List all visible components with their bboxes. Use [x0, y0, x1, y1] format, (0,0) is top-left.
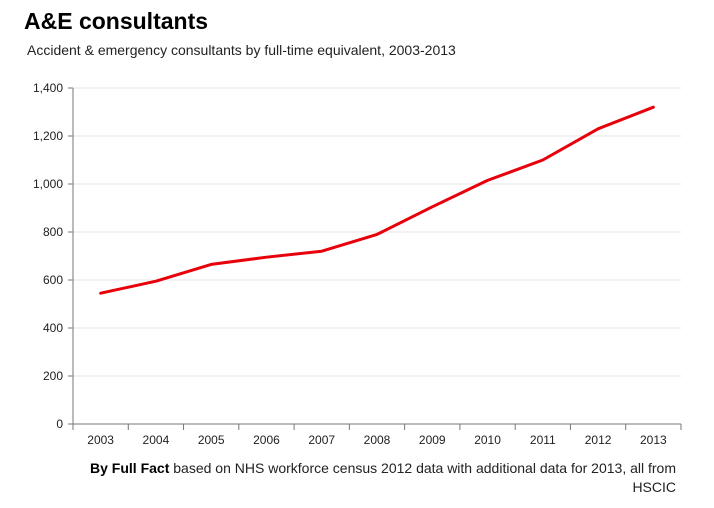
y-tick-label: 0 — [56, 417, 63, 431]
series-layer — [99, 105, 655, 295]
y-tick-label: 400 — [43, 321, 63, 335]
y-axis-ticks: 0 200 400 600 800 1,000 1,200 1,400 — [33, 81, 74, 431]
x-axis-ticks: 2003 2004 2005 2006 2007 2008 2009 2010 2011 2012… — [72, 423, 682, 447]
source-text: based on NHS workforce census 2012 data … — [169, 460, 676, 495]
x-tick-label: 2011 — [530, 433, 556, 447]
x-tick-label: 2005 — [198, 433, 225, 447]
x-tick-label: 2010 — [474, 433, 501, 447]
source-author: By Full Fact — [90, 460, 170, 476]
x-tick-label: 2003 — [87, 433, 114, 447]
y-tick-label: 200 — [43, 369, 63, 383]
x-tick-label: 2004 — [143, 433, 170, 447]
chart-subtitle: Accident & emergency consultants by full… — [27, 42, 456, 58]
series-line — [99, 105, 655, 295]
gridlines — [73, 87, 681, 377]
source-note: By Full Fact based on NHS workforce cens… — [56, 459, 676, 497]
x-tick-label: 2013 — [640, 433, 667, 447]
y-tick-label: 1,000 — [33, 177, 63, 191]
x-tick-label: 2009 — [419, 433, 446, 447]
chart-title: A&E consultants — [24, 8, 209, 34]
x-tick-label: 2007 — [308, 433, 335, 447]
y-tick-label: 800 — [43, 225, 63, 239]
x-tick-label: 2012 — [585, 433, 612, 447]
x-tick-label: 2006 — [253, 433, 280, 447]
y-tick-label: 600 — [43, 273, 63, 287]
y-tick-label: 1,400 — [33, 81, 63, 95]
y-tick-label: 1,200 — [33, 129, 63, 143]
x-tick-label: 2008 — [364, 433, 391, 447]
